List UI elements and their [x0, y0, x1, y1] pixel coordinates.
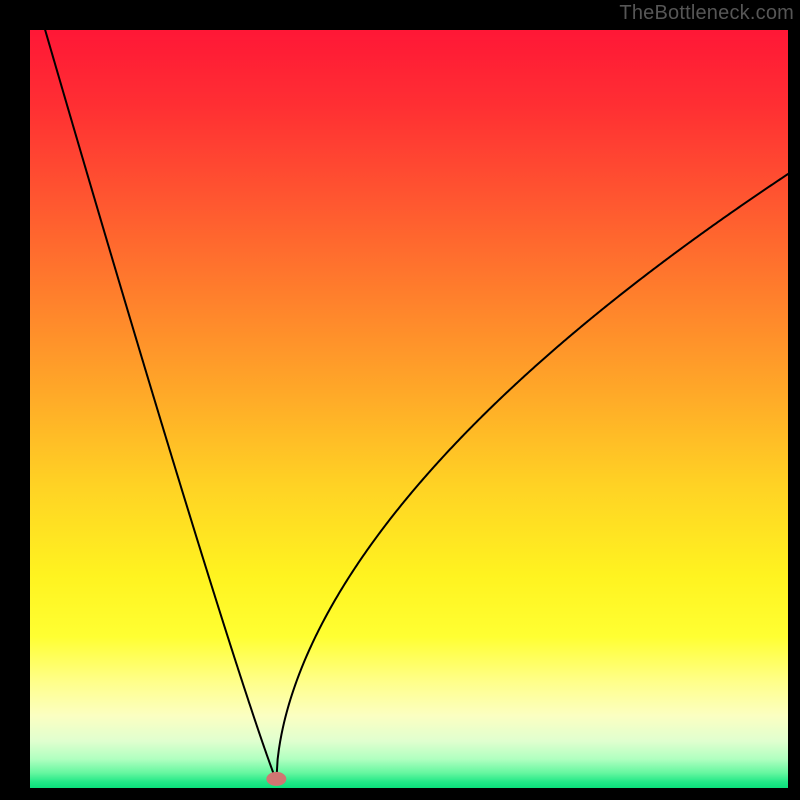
chart-background	[30, 30, 788, 788]
bottleneck-chart	[0, 0, 800, 800]
watermark-text: TheBottleneck.com	[619, 2, 794, 25]
optimal-point-marker	[266, 772, 286, 786]
